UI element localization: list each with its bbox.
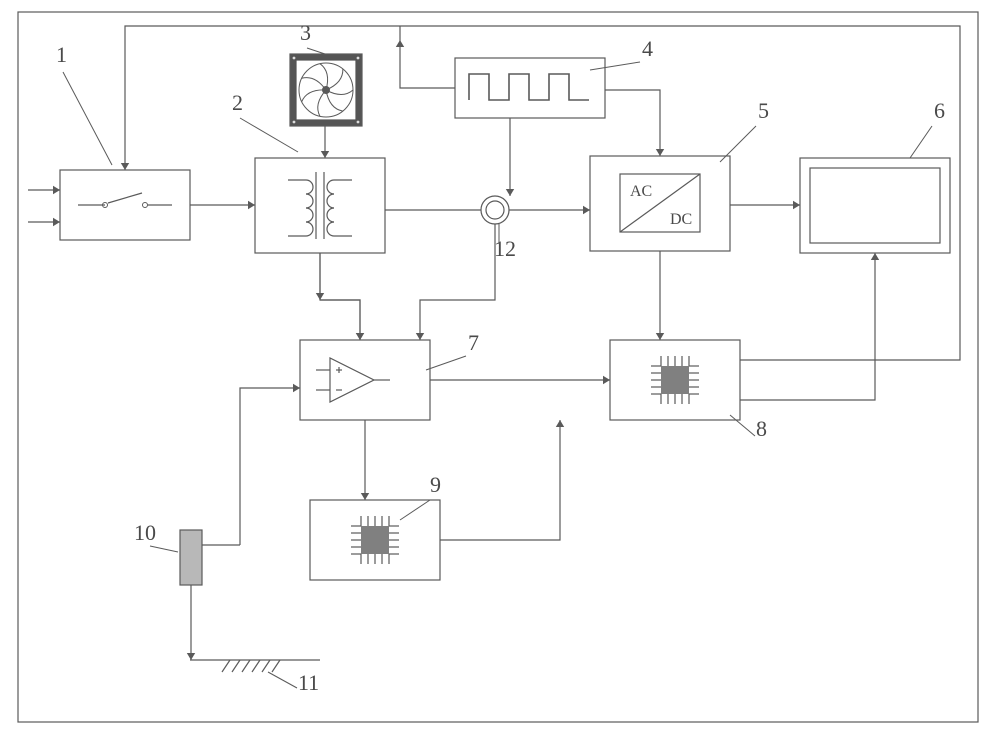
block-2 (255, 158, 385, 253)
block-6 (800, 158, 950, 253)
label-dc: DC (670, 211, 692, 228)
label-8: 8 (756, 416, 767, 441)
block-12 (481, 196, 509, 224)
label-4: 4 (642, 36, 653, 61)
label-6: 6 (934, 98, 945, 123)
block-10 (180, 530, 202, 585)
leader-8 (730, 415, 755, 436)
leader-6 (910, 126, 932, 158)
leader-7 (426, 356, 466, 370)
label-1: 1 (56, 42, 67, 67)
label-11: 11 (298, 670, 319, 695)
label-7: 7 (468, 330, 479, 355)
block-4 (455, 58, 605, 118)
label-9: 9 (430, 472, 441, 497)
label-2: 2 (232, 90, 243, 115)
leader-10 (150, 546, 178, 552)
label-3: 3 (300, 20, 311, 45)
leader-9 (400, 500, 430, 520)
leader-2 (240, 118, 298, 152)
leader-4 (590, 62, 640, 70)
leader-5 (720, 126, 756, 162)
label-10: 10 (134, 520, 156, 545)
leader-1 (63, 72, 112, 165)
leader-11 (268, 672, 297, 688)
label-12: 12 (494, 236, 516, 261)
label-ac: AC (630, 183, 652, 200)
block-7 (300, 340, 430, 420)
label-5: 5 (758, 98, 769, 123)
leader-3 (307, 48, 325, 54)
